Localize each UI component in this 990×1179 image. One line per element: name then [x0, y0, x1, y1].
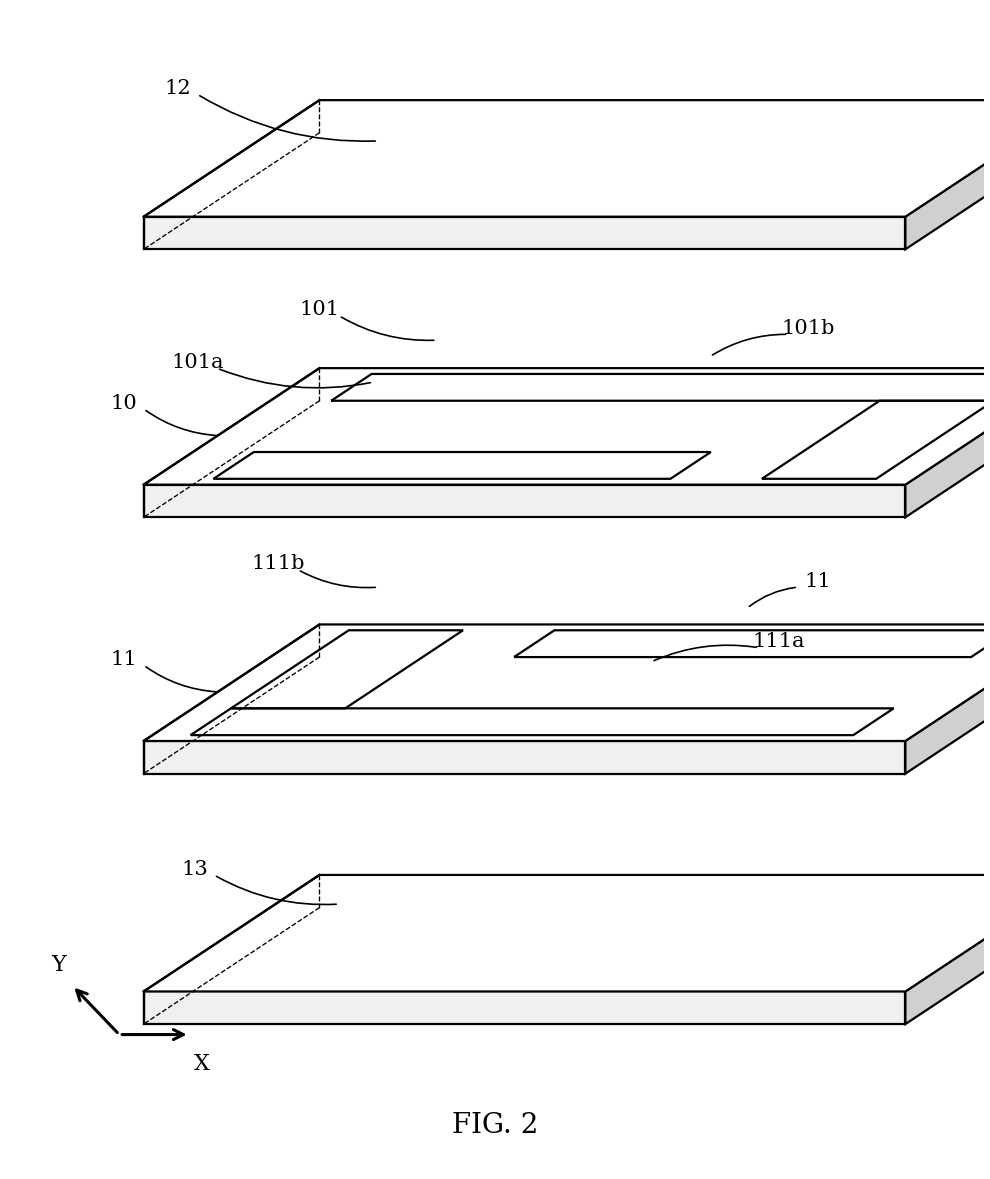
Polygon shape: [331, 374, 990, 401]
Polygon shape: [905, 368, 990, 518]
Text: 111b: 111b: [251, 554, 305, 573]
Polygon shape: [144, 100, 990, 217]
Text: 12: 12: [164, 79, 191, 98]
Polygon shape: [144, 485, 905, 518]
Polygon shape: [213, 452, 711, 479]
Polygon shape: [190, 709, 893, 736]
Text: 101b: 101b: [781, 320, 834, 338]
Polygon shape: [144, 368, 990, 485]
Polygon shape: [514, 631, 990, 657]
Polygon shape: [231, 631, 462, 709]
Polygon shape: [144, 875, 990, 992]
Polygon shape: [144, 217, 905, 249]
Text: X: X: [194, 1053, 210, 1075]
Polygon shape: [905, 875, 990, 1025]
Polygon shape: [905, 100, 990, 249]
Text: 111a: 111a: [751, 632, 804, 652]
Polygon shape: [144, 992, 905, 1025]
Text: 11: 11: [804, 572, 831, 591]
Text: FIG. 2: FIG. 2: [451, 1112, 539, 1139]
Text: 101a: 101a: [171, 353, 224, 371]
Text: 13: 13: [181, 859, 208, 878]
Polygon shape: [761, 401, 990, 479]
Text: 11: 11: [111, 650, 138, 668]
Polygon shape: [905, 625, 990, 773]
Polygon shape: [144, 740, 905, 773]
Text: 101: 101: [299, 301, 340, 320]
Text: 10: 10: [111, 394, 138, 413]
Text: Y: Y: [51, 954, 66, 976]
Polygon shape: [144, 625, 990, 740]
